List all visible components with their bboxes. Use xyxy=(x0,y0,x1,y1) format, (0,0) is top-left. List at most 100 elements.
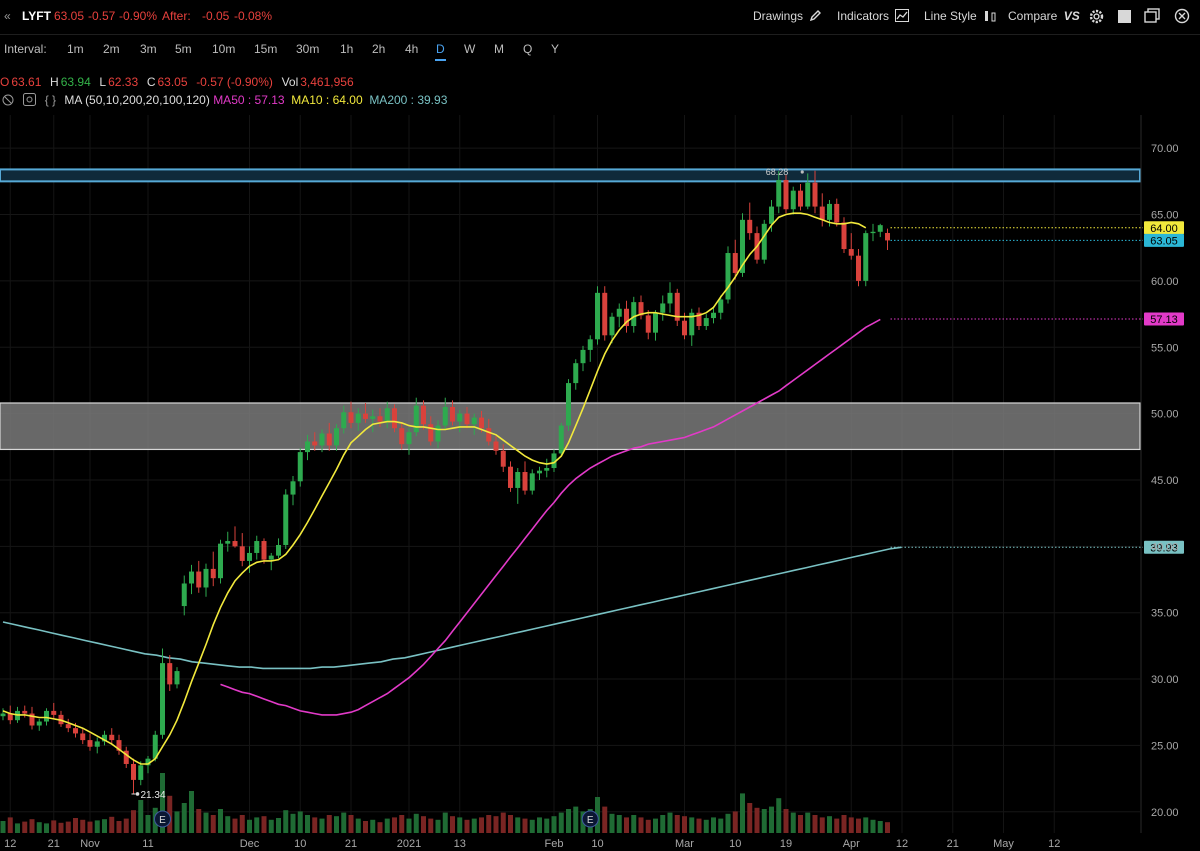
candle xyxy=(290,475,296,506)
interval-3m[interactable]: 3m xyxy=(140,42,157,56)
volume-bar xyxy=(457,817,463,833)
volume-bar xyxy=(450,816,455,833)
volume-bar xyxy=(863,817,869,833)
candle-body xyxy=(196,571,202,588)
interval-5m[interactable]: 5m xyxy=(175,42,192,56)
candle xyxy=(377,408,383,427)
candle xyxy=(341,405,347,434)
volume-bar xyxy=(493,816,499,833)
code-braces-icon[interactable]: { } xyxy=(44,93,57,107)
interval-y[interactable]: Y xyxy=(551,42,560,56)
candle-body xyxy=(624,308,629,327)
copy-window-icon[interactable] xyxy=(1144,8,1160,24)
price-label: 64.00 xyxy=(1150,223,1178,235)
interval-4h[interactable]: 4h xyxy=(405,42,419,56)
candle xyxy=(65,718,71,733)
volume-bar xyxy=(769,806,774,833)
interval-2h[interactable]: 2h xyxy=(372,42,386,56)
y-tick-label: 60.00 xyxy=(1151,276,1179,288)
price-change: -0.57 xyxy=(88,9,116,23)
candle xyxy=(80,728,86,745)
interval-1m[interactable]: 1m xyxy=(67,42,84,56)
volume-bar xyxy=(319,818,325,833)
candle xyxy=(413,397,419,437)
volume-bar xyxy=(624,817,629,833)
volume-bar xyxy=(116,821,122,833)
candle xyxy=(138,761,144,786)
price-label-box xyxy=(1144,312,1184,326)
maximize-icon[interactable] xyxy=(1117,9,1132,24)
volume-bar xyxy=(537,817,542,833)
drawings-button[interactable]: Drawings xyxy=(753,9,822,23)
interval-1h[interactable]: 1h xyxy=(340,42,354,56)
candle xyxy=(152,730,158,762)
candle xyxy=(123,746,129,768)
indicators-button[interactable]: Indicators xyxy=(837,9,910,23)
support-zone xyxy=(0,402,1141,451)
y-tick-label: 45.00 xyxy=(1151,475,1179,487)
y-tick-label: 65.00 xyxy=(1151,210,1179,222)
volume-bar xyxy=(841,815,847,833)
line-style-button[interactable]: Line Style xyxy=(924,9,997,23)
candle-body xyxy=(674,292,680,321)
compare-button[interactable]: Compare VS xyxy=(1008,9,1080,23)
interval-15m[interactable]: 15m xyxy=(254,42,278,56)
candle-body xyxy=(305,441,310,453)
candle-body xyxy=(102,734,107,742)
candle-body xyxy=(392,408,397,429)
candle-body xyxy=(36,721,42,726)
volume-bar xyxy=(529,819,535,833)
candle-body xyxy=(225,541,231,544)
interval-30m[interactable]: 30m xyxy=(296,42,320,56)
settings-icon[interactable] xyxy=(23,93,37,106)
candle xyxy=(877,223,883,238)
candle-body xyxy=(790,190,796,210)
candle xyxy=(174,667,180,689)
price-label: 63.05 xyxy=(1150,235,1178,247)
close-icon[interactable] xyxy=(1174,8,1190,24)
eye-icon[interactable] xyxy=(2,94,14,106)
candle xyxy=(254,535,260,560)
interval-2m[interactable]: 2m xyxy=(103,42,120,56)
collapse-icon[interactable]: « xyxy=(4,9,11,23)
candle-body xyxy=(355,413,361,423)
candle xyxy=(312,432,318,451)
candle-body xyxy=(0,713,6,717)
candle-body xyxy=(602,292,608,336)
candle xyxy=(471,413,477,435)
candle-body xyxy=(80,733,86,741)
candle xyxy=(667,282,673,313)
interval-10m[interactable]: 10m xyxy=(212,42,236,56)
candle-body xyxy=(834,203,840,223)
y-tick-label: 35.00 xyxy=(1151,608,1179,620)
volume-bar xyxy=(790,812,796,833)
candle-body xyxy=(319,433,325,446)
candle-body xyxy=(384,408,390,422)
symbol-label[interactable]: LYFT xyxy=(22,9,51,23)
gear-icon[interactable] xyxy=(1089,9,1104,24)
interval-d[interactable]: D xyxy=(436,42,445,56)
interval-q[interactable]: Q xyxy=(523,42,533,56)
candle xyxy=(58,710,64,727)
interval-bar: Interval: 1m 2m 3m 5m 10m 15m 30m 1h 2h 4h D W M Q Y xyxy=(0,36,1200,62)
volume-bar xyxy=(225,816,231,833)
volume-bar xyxy=(848,817,854,833)
candle-body xyxy=(769,206,774,224)
volume-bar xyxy=(29,819,35,833)
candle-body xyxy=(457,413,463,422)
candle-body xyxy=(428,424,434,442)
interval-w[interactable]: W xyxy=(464,42,476,56)
x-tick-label: 13 xyxy=(454,838,466,850)
volume-bar xyxy=(421,816,426,833)
candle-body xyxy=(44,710,49,722)
volume-bar xyxy=(479,817,484,833)
compare-label: Compare xyxy=(1008,9,1058,23)
x-tick-label: May xyxy=(993,838,1014,850)
candle-body xyxy=(747,219,753,234)
volume-bar xyxy=(522,818,528,833)
interval-m[interactable]: M xyxy=(494,42,504,56)
candle-body xyxy=(471,417,477,425)
candle-body xyxy=(22,710,28,714)
candle xyxy=(798,184,803,211)
